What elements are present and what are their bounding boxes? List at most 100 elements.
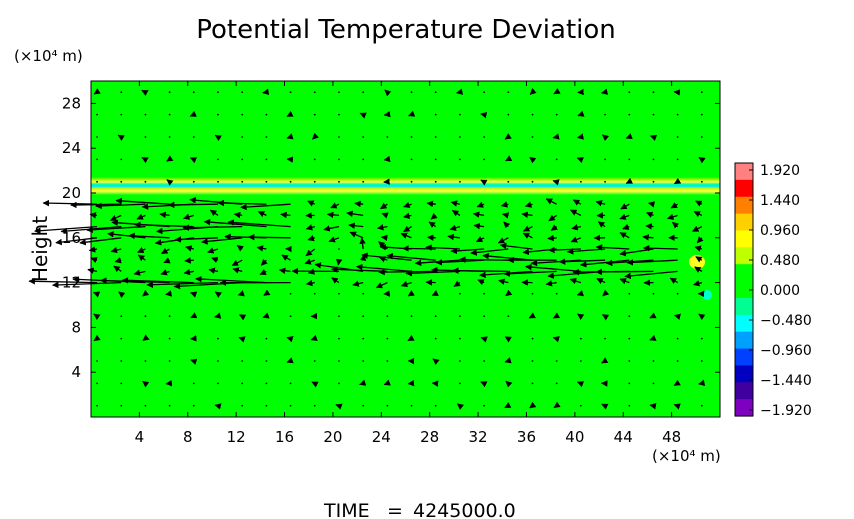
vector-arrow xyxy=(380,234,388,242)
vector-arrow xyxy=(144,136,147,138)
vector-arrow xyxy=(328,236,340,243)
vector-arrow xyxy=(483,315,486,318)
vector-arrow xyxy=(700,136,703,138)
vector-arrow xyxy=(434,404,437,407)
vector-arrow xyxy=(120,180,123,183)
vector-arrow xyxy=(307,200,316,207)
vector-arrow xyxy=(286,133,294,140)
vector-arrow xyxy=(529,88,537,95)
vector-arrow xyxy=(576,381,585,388)
vector-arrow xyxy=(121,277,194,284)
vector-arrow xyxy=(426,200,436,208)
vector-arrow xyxy=(531,337,534,340)
vector-arrow xyxy=(652,180,655,183)
x-tick-label: 8 xyxy=(183,428,193,446)
colorbar-tick-label: −1.440 xyxy=(760,373,812,389)
vector-arrow xyxy=(507,113,510,116)
vector-arrow xyxy=(377,224,388,231)
vector-arrow xyxy=(352,280,364,287)
vector-arrow xyxy=(96,136,98,138)
vector-arrow xyxy=(114,257,122,264)
vector-arrow xyxy=(278,267,291,274)
colorbar-tick-label: −0.960 xyxy=(760,343,812,359)
vector-arrow xyxy=(408,110,416,117)
vector-arrow xyxy=(338,292,340,295)
vector-arrow xyxy=(410,136,413,138)
vector-arrow xyxy=(262,88,270,96)
vector-arrow xyxy=(386,360,389,362)
vector-arrow xyxy=(241,180,244,183)
vector-arrow xyxy=(115,197,170,205)
vector-arrow xyxy=(619,232,630,239)
vector-arrow xyxy=(142,289,150,297)
vector-arrow xyxy=(504,336,512,343)
vector-arrow xyxy=(203,218,267,228)
vector-arrow xyxy=(189,157,198,164)
vector-arrow xyxy=(577,313,585,320)
vector-arrow xyxy=(552,179,560,186)
vector-arrow xyxy=(666,213,678,220)
vector-arrow xyxy=(227,219,291,228)
vector-arrow xyxy=(362,158,365,161)
vector-arrow xyxy=(133,269,146,276)
vector-arrow xyxy=(237,290,245,297)
vector-arrow xyxy=(144,113,147,116)
vector-arrow xyxy=(263,289,271,296)
vector-arrow xyxy=(649,403,657,410)
vector-arrow xyxy=(676,136,679,138)
vector-arrow xyxy=(410,315,413,318)
vector-arrow xyxy=(579,259,630,268)
vector-arrow xyxy=(558,258,606,265)
vector-arrow xyxy=(480,336,488,343)
colorbar-tick-label: 0.000 xyxy=(760,283,800,299)
vector-arrow xyxy=(552,133,560,140)
vector-arrow xyxy=(555,113,558,116)
vector-arrow xyxy=(241,113,244,116)
vector-arrow xyxy=(338,91,340,94)
vector-arrow xyxy=(700,360,703,362)
vector-arrow xyxy=(313,91,316,94)
vector-arrow xyxy=(349,231,364,239)
vector-arrow xyxy=(601,403,609,410)
colorbar-segment xyxy=(735,281,753,299)
vector-arrow xyxy=(522,232,533,239)
vector-arrow xyxy=(628,337,631,340)
colorbar-labels: 1.920 1.440 0.960 0.480 0.000 −0.480 −0.960 −1.… xyxy=(749,163,812,419)
vector-arrow xyxy=(386,252,436,261)
vector-arrow xyxy=(700,404,703,407)
vector-arrow xyxy=(167,201,219,209)
vector-arrow xyxy=(449,224,461,231)
vector-arrow xyxy=(93,334,101,342)
vector-arrow xyxy=(628,292,631,295)
vector-arrow xyxy=(669,277,678,285)
vector-arrow xyxy=(645,223,654,230)
vector-arrow xyxy=(207,247,219,254)
y-tick-label: 28 xyxy=(62,94,81,112)
vector-arrow xyxy=(403,225,412,233)
x-tick-label: 12 xyxy=(227,428,246,446)
vector-arrow xyxy=(505,155,513,162)
vector-arrow xyxy=(386,315,389,318)
vector-arrow xyxy=(552,336,560,343)
vector-arrow xyxy=(185,245,194,252)
vector-arrow xyxy=(700,337,703,340)
colorbar-segment xyxy=(735,399,753,417)
vector-arrow xyxy=(649,312,657,319)
vector-arrow xyxy=(694,245,703,252)
vector-arrow xyxy=(326,211,340,219)
vector-arrow xyxy=(383,379,391,386)
vector-arrow xyxy=(676,360,679,362)
vector-arrow xyxy=(652,360,655,362)
vector-arrow xyxy=(313,360,316,362)
vector-arrow xyxy=(652,292,655,295)
vector-arrow xyxy=(555,292,558,295)
y-tick-label: 8 xyxy=(71,318,81,336)
vector-arrow xyxy=(628,158,631,161)
chart-title: Potential Temperature Deviation xyxy=(196,15,616,45)
vector-arrow xyxy=(430,212,438,220)
vector-arrow xyxy=(400,280,412,288)
colorbar-tick-label: 0.480 xyxy=(760,253,800,269)
vector-arrow xyxy=(456,403,465,410)
